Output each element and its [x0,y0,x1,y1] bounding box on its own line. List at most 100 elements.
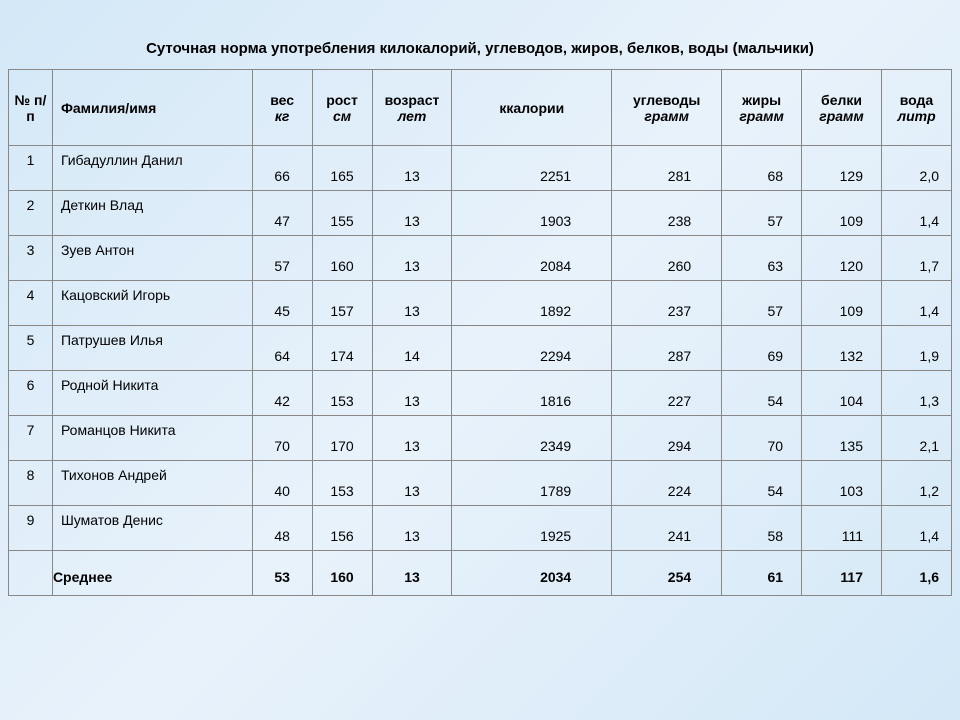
table-average-row: Среднее53160132034254611171,6 [9,551,952,596]
cell-kcal [452,191,612,214]
cell-age: 13 [372,213,452,236]
cell-prot [802,416,882,439]
cell-name: Кацовский Игорь [52,281,252,304]
table-row: 70170132349294701352,1 [9,438,952,461]
cell-carb [612,281,722,304]
cell-height: 157 [312,303,372,326]
cell-water: 1,4 [881,303,951,326]
cell-carb: 260 [612,258,722,281]
cell-water [881,461,951,484]
col-header-num: № п/п [9,70,53,146]
cell-kcal [452,326,612,349]
cell-weight [252,416,312,439]
cell-name [52,213,252,236]
cell-weight: 45 [252,303,312,326]
cell-weight [252,281,312,304]
cell-weight: 66 [252,168,312,191]
cell-kcal [452,416,612,439]
cell-kcal: 2084 [452,258,612,281]
cell-carb: 227 [612,393,722,416]
cell-height [312,191,372,214]
cell-prot [802,461,882,484]
cell-carb: 241 [612,528,722,551]
cell-height: 155 [312,213,372,236]
cell-num: 6 [9,371,53,394]
cell-num: 5 [9,326,53,349]
cell-fat: 61 [722,551,802,596]
cell-num [9,528,53,551]
cell-weight [252,236,312,259]
cell-num: 2 [9,191,53,214]
table-row: 64174142294287691321,9 [9,348,952,371]
cell-age: 13 [372,303,452,326]
cell-num: 4 [9,281,53,304]
cell-height: 156 [312,528,372,551]
cell-num [9,303,53,326]
cell-fat [722,191,802,214]
col-header-name: Фамилия/имя [52,70,252,146]
col-header-age: возрастлет [372,70,452,146]
cell-carb: 294 [612,438,722,461]
cell-num: 1 [9,146,53,169]
cell-prot [802,236,882,259]
cell-water [881,326,951,349]
cell-age: 13 [372,438,452,461]
cell-age: 13 [372,483,452,506]
cell-water: 1,7 [881,258,951,281]
table-row: 40153131789224541031,2 [9,483,952,506]
cell-fat [722,236,802,259]
nutrition-table: № п/п Фамилия/имя вескг ростсм возрастле… [8,69,952,596]
cell-age [372,371,452,394]
cell-height: 160 [312,258,372,281]
table-title: Суточная норма употребления килокалорий,… [0,40,960,57]
cell-prot [802,326,882,349]
cell-name: Родной Никита [52,371,252,394]
cell-weight: 40 [252,483,312,506]
cell-kcal: 2294 [452,348,612,371]
cell-prot: 135 [802,438,882,461]
cell-age: 14 [372,348,452,371]
cell-num: 7 [9,416,53,439]
col-header-fat: жирыграмм [722,70,802,146]
cell-weight [252,146,312,169]
cell-prot [802,281,882,304]
cell-num [9,483,53,506]
cell-water: 1,9 [881,348,951,371]
cell-carb: 287 [612,348,722,371]
cell-height [312,371,372,394]
cell-weight: 70 [252,438,312,461]
cell-kcal: 1816 [452,393,612,416]
cell-weight: 48 [252,528,312,551]
cell-name: Тихонов Андрей [52,461,252,484]
cell-water: 1,4 [881,528,951,551]
cell-prot: 104 [802,393,882,416]
cell-height: 174 [312,348,372,371]
cell-name [52,438,252,461]
cell-weight: 53 [252,551,312,596]
cell-kcal: 1903 [452,213,612,236]
cell-name: Шуматов Денис [52,506,252,529]
cell-name [52,303,252,326]
cell-water: 1,2 [881,483,951,506]
cell-weight: 42 [252,393,312,416]
cell-age [372,416,452,439]
cell-name: Патрушев Илья [52,326,252,349]
cell-carb [612,506,722,529]
cell-kcal [452,236,612,259]
table-row: 48156131925241581111,4 [9,528,952,551]
cell-carb [612,416,722,439]
cell-fat [722,371,802,394]
cell-prot: 111 [802,528,882,551]
cell-weight: 47 [252,213,312,236]
col-header-kcal: ккалории [452,70,612,146]
cell-water [881,506,951,529]
cell-water: 1,6 [881,551,951,596]
col-header-water: водалитр [881,70,951,146]
cell-prot [802,371,882,394]
cell-name [52,258,252,281]
cell-water: 2,0 [881,168,951,191]
table-row: 42153131816227541041,3 [9,393,952,416]
cell-water: 1,4 [881,213,951,236]
cell-prot [802,191,882,214]
cell-prot: 109 [802,213,882,236]
